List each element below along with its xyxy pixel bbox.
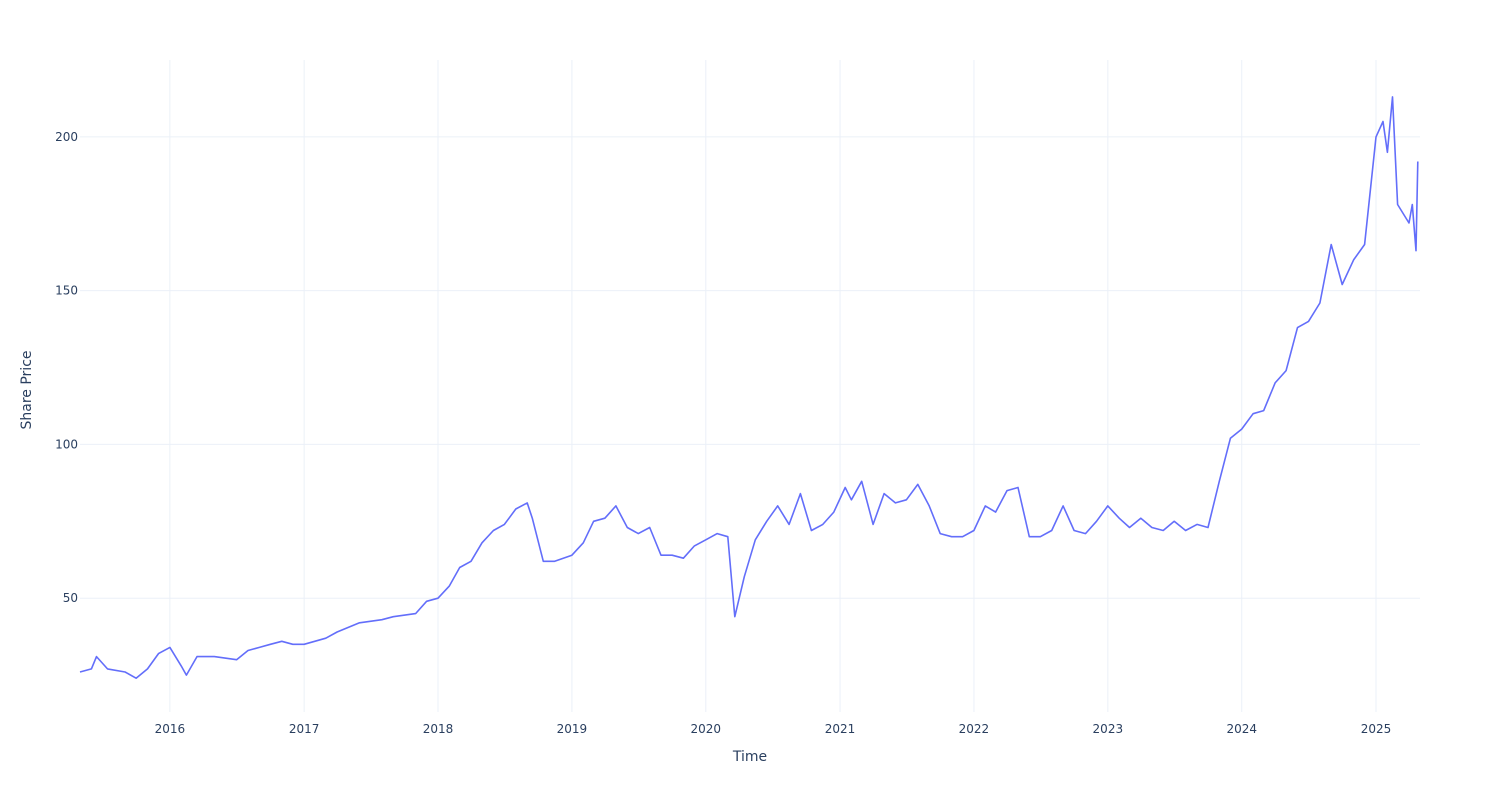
line-layer [79,96,1419,680]
y-axis-title: Share Price [19,350,35,429]
x-axis-ticks: 2016 2017 2018 2019 2020 2021 2022 2023 2024 2025 [155,722,1392,736]
x-tick-label: 2020 [691,722,722,736]
x-tick-label: 2018 [423,722,454,736]
y-tick-label: 100 [55,437,78,451]
x-axis-title: Time [732,749,767,765]
x-tick-label: 2016 [155,722,186,736]
x-tick-label: 2025 [1361,722,1392,736]
y-axis-ticks: 50 100 150 200 [55,130,78,605]
y-tick-label: 150 [55,284,78,298]
x-tick-label: 2022 [959,722,990,736]
x-tick-label: 2021 [825,722,856,736]
y-tick-label: 50 [63,591,78,605]
x-tick-label: 2019 [557,722,588,736]
grid-layer [80,60,1420,712]
y-tick-label: 200 [55,130,78,144]
price-series-line [79,96,1419,680]
x-tick-label: 2017 [289,722,320,736]
x-tick-label: 2023 [1093,722,1124,736]
x-tick-label: 2024 [1226,722,1257,736]
